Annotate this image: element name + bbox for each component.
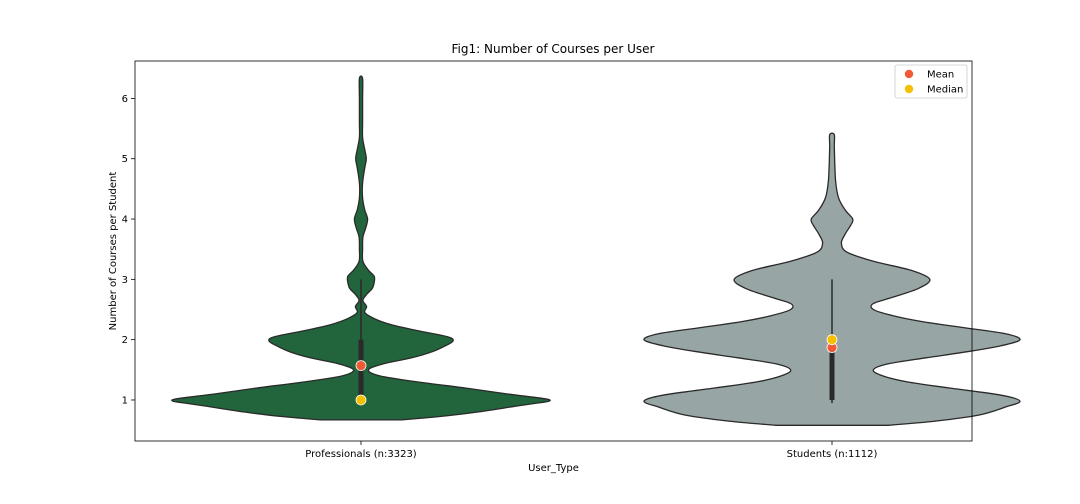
y-tick-label: 1	[122, 395, 128, 406]
violin-body	[643, 132, 1021, 426]
legend-label: Mean	[927, 70, 954, 81]
y-tick-label: 6	[122, 94, 128, 105]
y-axis-label: Number of Courses per Student	[108, 172, 119, 331]
x-axis: Professionals (n:3323) Students (n:1112)	[305, 441, 877, 460]
violin-box	[829, 339, 835, 400]
plot-frame	[134, 60, 973, 442]
legend-label: Median	[927, 85, 963, 96]
chart-title: Fig1: Number of Courses per User	[452, 42, 655, 56]
x-axis-label: User_Type	[528, 463, 579, 474]
median-marker	[355, 394, 367, 406]
legend: Mean Median	[894, 64, 968, 99]
legend-marker	[904, 69, 914, 79]
y-tick-label: 3	[122, 275, 128, 286]
plot-area	[171, 75, 1021, 426]
y-tick-label: 2	[122, 335, 128, 346]
y-tick-label: 5	[122, 154, 128, 165]
y-tick-label: 4	[122, 215, 128, 226]
y-axis: 1 2 3 4 5 6	[122, 94, 135, 406]
x-tick-label: Professionals (n:3323)	[305, 449, 417, 460]
violin-body	[171, 75, 551, 421]
mean-marker	[355, 360, 367, 372]
x-tick-label: Students (n:1112)	[787, 449, 878, 460]
legend-marker	[904, 84, 914, 94]
median-marker	[826, 334, 838, 346]
